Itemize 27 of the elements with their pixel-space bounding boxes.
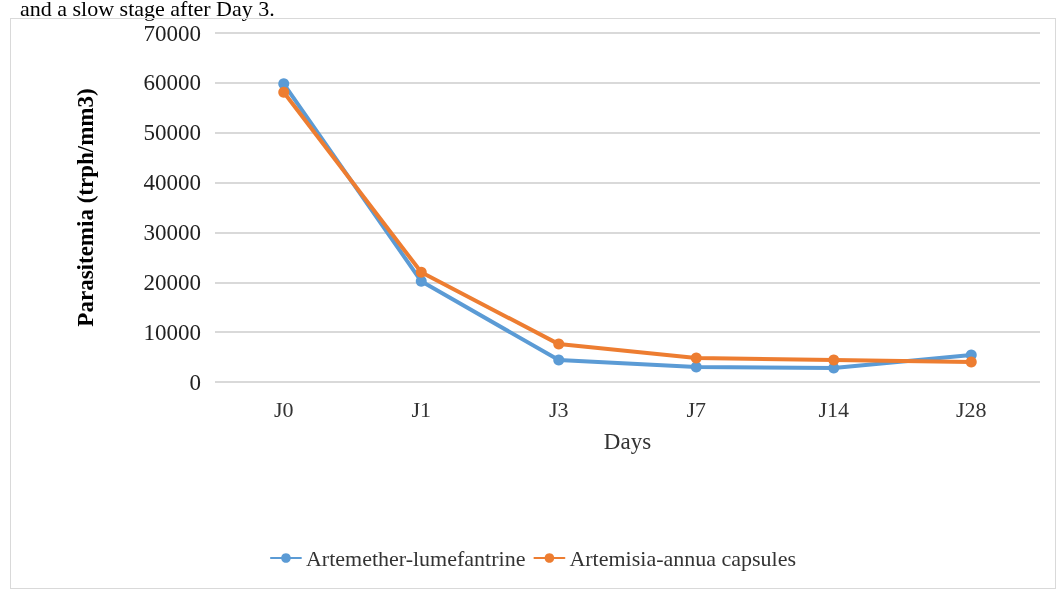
point <box>415 275 427 287</box>
y-tick-label: 10000 <box>143 319 201 345</box>
y-tick-label: 60000 <box>143 70 201 96</box>
x-tick-label: J0 <box>273 396 294 422</box>
point <box>553 354 565 366</box>
legend-label: Artemisia-annua capsules <box>569 545 797 571</box>
point <box>415 266 427 278</box>
y-tick-label: 40000 <box>143 170 201 196</box>
point <box>278 86 290 98</box>
x-tick-label: J3 <box>548 396 569 422</box>
point <box>690 352 702 364</box>
point <box>828 354 840 366</box>
point <box>965 356 977 368</box>
x-tick-label: J7 <box>686 396 707 422</box>
text: and a slow stage after Day 3. <box>20 0 275 22</box>
y-tick-label: 0 <box>189 369 201 395</box>
x-axis-title: Days <box>603 429 652 454</box>
x-tick-label: J14 <box>818 396 850 422</box>
y-tick-label: 20000 <box>143 269 201 295</box>
y-tick-label: 30000 <box>143 219 201 245</box>
legend-label: Artemether-lumefantrine <box>305 545 526 571</box>
y-axis-title: Parasitemia (trph/mm3) <box>73 88 98 327</box>
x-tick-label: J1 <box>411 396 432 422</box>
point <box>553 338 565 350</box>
y-tick-label: 50000 <box>143 120 201 146</box>
y-tick-label: 70000 <box>143 20 201 46</box>
x-tick-label: J28 <box>955 396 987 422</box>
